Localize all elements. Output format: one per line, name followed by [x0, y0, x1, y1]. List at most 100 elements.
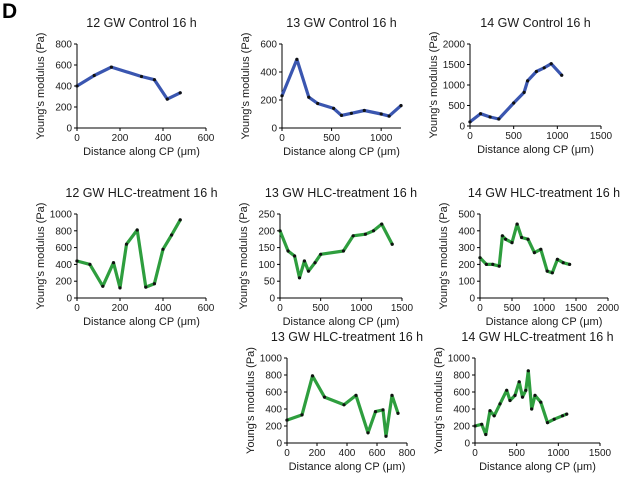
- chart-1-ytick-label-3: 600: [55, 61, 72, 72]
- chart-2-xlabel: Distance along CP (μm): [283, 146, 400, 158]
- chart-5-series-line: [278, 222, 394, 280]
- chart-5-point-7: [319, 252, 323, 256]
- chart-2-ytick-label-0: 0: [271, 124, 277, 135]
- chart-6-point-11: [539, 247, 543, 251]
- chart-5-point-6: [313, 261, 317, 265]
- chart-1-point-2: [109, 65, 113, 69]
- chart-3-point-10: [560, 73, 564, 77]
- chart-8-point-15: [539, 400, 543, 404]
- chart-6-xtick-label-1: 500: [504, 303, 521, 314]
- chart-7-xtick-label-3: 600: [369, 448, 386, 459]
- chart-3-point-7: [534, 69, 539, 74]
- chart-2-xtick-label-0: 0: [279, 133, 285, 144]
- chart-8-point-18: [560, 414, 565, 418]
- chart-6-point-12: [545, 269, 549, 273]
- chart-4-point-8: [152, 282, 156, 286]
- chart-6-point-15: [561, 261, 565, 265]
- chart-4-point-10: [170, 233, 174, 237]
- chart-8-ytick-label-5: 1000: [448, 354, 471, 365]
- chart-1-xtick-label-0: 0: [74, 133, 80, 144]
- chart-6-point-0: [478, 256, 482, 260]
- chart-3-title: 14 GW Control 16 h: [480, 16, 591, 30]
- chart-7-point-1: [300, 413, 304, 417]
- chart-7-point-8: [381, 408, 385, 412]
- chart-6-point-9: [526, 237, 530, 241]
- chart-8-title: 14 GW HLC-treatment 16 h: [461, 330, 613, 344]
- chart-6-point-2: [491, 262, 495, 266]
- chart-1-xtick-label-1: 200: [112, 133, 129, 144]
- chart-5-point-12: [380, 222, 384, 226]
- chart-1-point-1: [92, 73, 96, 78]
- chart-7-xlabel: Distance along CP (μm): [289, 461, 406, 473]
- chart-5-xlabel: Distance along CP (μm): [283, 316, 400, 328]
- chart-7-xtick-label-1: 200: [309, 448, 326, 459]
- chart-5: 13 GW HLC-treatment 16 h 0 50 100 150 200 250 0…: [238, 186, 417, 328]
- chart-7-point-11: [396, 411, 400, 415]
- chart-8-xlabel: Distance along CP (μm): [479, 461, 596, 473]
- chart-1: 12 GW Control 16 h 0 200 400 600 800 0 200 400 60…: [35, 16, 215, 158]
- chart-4-xtick-label-1: 200: [112, 303, 129, 314]
- chart-7-series-line: [285, 374, 400, 438]
- chart-8-point-12: [526, 369, 530, 373]
- chart-7-ytick-label-1: 200: [265, 422, 282, 433]
- chart-5-title: 13 GW HLC-treatment 16 h: [265, 186, 417, 200]
- chart-6-ytick-label-5: 500: [458, 210, 475, 221]
- chart-6-point-10: [532, 251, 537, 255]
- chart-5-ytick-label-0: 0: [269, 294, 275, 305]
- chart-2-point-6: [349, 111, 353, 115]
- chart-5-ytick-label-1: 50: [264, 277, 276, 288]
- chart-8-point-4: [492, 414, 496, 418]
- chart-8-point-10: [520, 395, 525, 399]
- chart-6: 14 GW HLC-treatment 16 h 0 100 200 300 400 500…: [438, 186, 620, 328]
- chart-1-series-line: [75, 65, 182, 101]
- chart-4-point-4: [118, 286, 122, 290]
- chart-3-point-0: [468, 120, 472, 124]
- chart-5-point-2: [293, 254, 297, 258]
- chart-8-point-17: [552, 417, 556, 421]
- chart-5-point-3: [297, 276, 302, 280]
- chart-6-point-7: [515, 222, 519, 226]
- chart-8-point-13: [530, 407, 534, 411]
- chart-5-point-0: [278, 229, 282, 233]
- chart-3-point-1: [478, 112, 483, 116]
- chart-2-ylabel: Young's modulus (Pa): [240, 33, 252, 140]
- chart-4-ytick-label-4: 800: [55, 226, 72, 237]
- chart-1-ytick-label-4: 800: [55, 40, 72, 51]
- chart-8-ytick-label-0: 0: [464, 439, 470, 450]
- chart-1-xtick-label-2: 400: [155, 133, 172, 144]
- chart-4-point-1: [88, 262, 92, 266]
- chart-5-point-8: [341, 249, 345, 253]
- chart-3-point-9: [549, 62, 553, 66]
- chart-7-title: 13 GW HLC-treatment 16 h: [271, 330, 423, 344]
- chart-3-xtick-label-3: 1500: [590, 131, 613, 142]
- chart-2-point-7: [362, 108, 366, 113]
- chart-7-ytick-label-2: 400: [265, 405, 282, 416]
- chart-8-ytick-label-4: 800: [453, 371, 470, 382]
- chart-3-point-5: [522, 90, 526, 94]
- chart-4-title: 12 GW HLC-treatment 16 h: [65, 186, 217, 200]
- chart-8-ylabel: Young's modulus (Pa): [433, 347, 445, 454]
- chart-6-xtick-label-2: 1000: [533, 303, 556, 314]
- chart-2-title: 13 GW Control 16 h: [286, 16, 397, 30]
- chart-6-ytick-label-3: 300: [458, 243, 475, 254]
- chart-2-point-5: [339, 113, 344, 117]
- chart-7-point-7: [373, 410, 378, 414]
- chart-3-ytick-label-1: 500: [448, 101, 465, 112]
- chart-8-ytick-label-3: 600: [453, 388, 470, 399]
- chart-1-ytick-label-1: 200: [55, 103, 72, 114]
- chart-5-ytick-label-2: 100: [258, 260, 275, 271]
- chart-7: 13 GW HLC-treatment 16 h 0 200 400 600 800 100…: [245, 330, 423, 473]
- chart-5-point-5: [306, 269, 311, 273]
- chart-7-point-0: [285, 418, 289, 422]
- chart-4-point-0: [75, 259, 79, 263]
- chart-8-point-2: [484, 432, 488, 437]
- chart-4: 12 GW HLC-treatment 16 h 0 200 400 600 800 100…: [35, 186, 218, 328]
- chart-7-point-5: [354, 393, 358, 397]
- chart-8-point-5: [498, 402, 502, 406]
- chart-7-ytick-label-3: 600: [265, 388, 282, 399]
- chart-4-ytick-label-5: 1000: [50, 210, 73, 221]
- chart-7-point-9: [384, 434, 388, 438]
- chart-8-point-11: [524, 388, 528, 392]
- chart-1-point-6: [178, 91, 182, 95]
- chart-1-xlabel: Distance along CP (μm): [83, 146, 200, 158]
